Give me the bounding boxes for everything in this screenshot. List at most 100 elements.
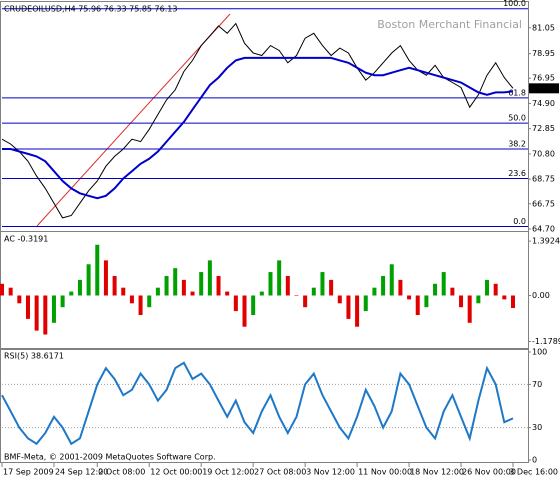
bar [77,279,82,296]
fibo-label: 0.0 [513,217,526,226]
bar [398,279,403,296]
x-tick-label: 26 Nov 00:00 [462,468,516,477]
bar [233,295,238,312]
bar [25,295,30,319]
bar [43,295,48,335]
x-tick-label: 2 Oct 08:00 [98,468,145,477]
bar [242,295,247,327]
watermark: Boston Merchant Financial [377,18,522,31]
bar [311,287,316,296]
y-tick-label: 100 [532,348,547,357]
y-tick-label: 64.70 [532,225,555,234]
y-tick-label: 72.85 [532,124,555,133]
x-tick-label: 24 Sep 12:00 [55,468,108,477]
bar [17,295,22,304]
bar [0,283,4,296]
bar [147,295,152,308]
bar [511,295,515,308]
bar [268,272,273,296]
fibo-trendline [36,13,231,227]
y-tick-label: 1.3924 [532,237,560,246]
bar [407,295,412,300]
line [1,361,514,446]
bar [433,283,438,296]
fibo-label: 100.0 [503,0,526,8]
bar [155,287,160,296]
bar [389,264,394,296]
bar [216,275,221,296]
y-tick-label: 0.00 [532,291,550,300]
last-price-box [529,83,559,94]
bar [251,295,256,315]
bar [181,279,186,296]
bar [225,291,230,296]
x-tick-label: 11 Nov 00:00 [358,468,412,477]
bar [329,279,334,296]
bar [467,295,472,323]
bar [95,244,100,296]
bar [121,287,126,296]
bar [199,272,204,296]
x-tick-label: 3 Dec 16:00 [509,468,558,477]
bar [372,287,377,296]
panel-title: CRUDEOILUSD,H4 75.96 76.33 75.85 76.13 [4,5,177,14]
y-tick-label: 70 [532,380,542,389]
y-tick-label: 66.75 [532,199,555,208]
fibo-label: 23.6 [508,169,526,178]
bar [294,295,299,296]
panel-title: RSI(5) 38.6171 [4,352,64,361]
y-tick-label: 74.90 [532,99,555,108]
bar [129,295,134,304]
bar [320,272,325,296]
y-tick-label: 78.95 [532,49,555,58]
bar [424,295,429,308]
bar [60,295,65,308]
fibo-label: 38.2 [508,140,526,149]
bar [8,287,13,296]
bar [303,295,308,308]
y-tick-label: 70.80 [532,149,555,158]
bar [138,295,143,315]
fibo-label: 50.0 [508,114,526,123]
bar [86,264,91,296]
bar [69,291,74,296]
bar [346,295,351,319]
bar [285,275,290,296]
bar [363,295,368,312]
bar [355,295,360,327]
bar [476,295,481,304]
bar [112,275,117,296]
bar [34,295,39,331]
x-tick-label: 3 Nov 12:00 [306,468,355,477]
footnote: BMF-Meta, © 2001-2009 MetaQuotes Softwar… [4,453,216,462]
bar [502,295,507,300]
bar [485,279,490,296]
bar [493,283,498,296]
bar [103,260,108,296]
y-tick-label: 81.05 [532,23,555,32]
bar [164,275,169,296]
bar [441,272,446,296]
line [2,56,514,200]
fibo-label: 61.8 [508,88,526,97]
bar [51,295,56,323]
bar [337,295,342,304]
y-tick-label: 76.95 [532,74,555,83]
x-tick-label: 18 Nov 12:00 [410,468,464,477]
bar [173,268,178,296]
bar [190,291,195,296]
last-price-label: 76.13 [532,84,555,93]
panel-title: AC -0.3191 [4,235,48,244]
bar [459,295,464,308]
bar [207,260,212,296]
bar [277,260,282,296]
bar [450,287,455,296]
y-tick-label: 0 [532,456,537,465]
x-tick-label: 27 Oct 08:00 [254,468,306,477]
y-tick-label: 30 [532,423,542,432]
y-tick-label: 68.75 [532,175,555,184]
x-tick-label: 17 Sep 2009 [3,468,54,477]
bar [381,275,386,296]
